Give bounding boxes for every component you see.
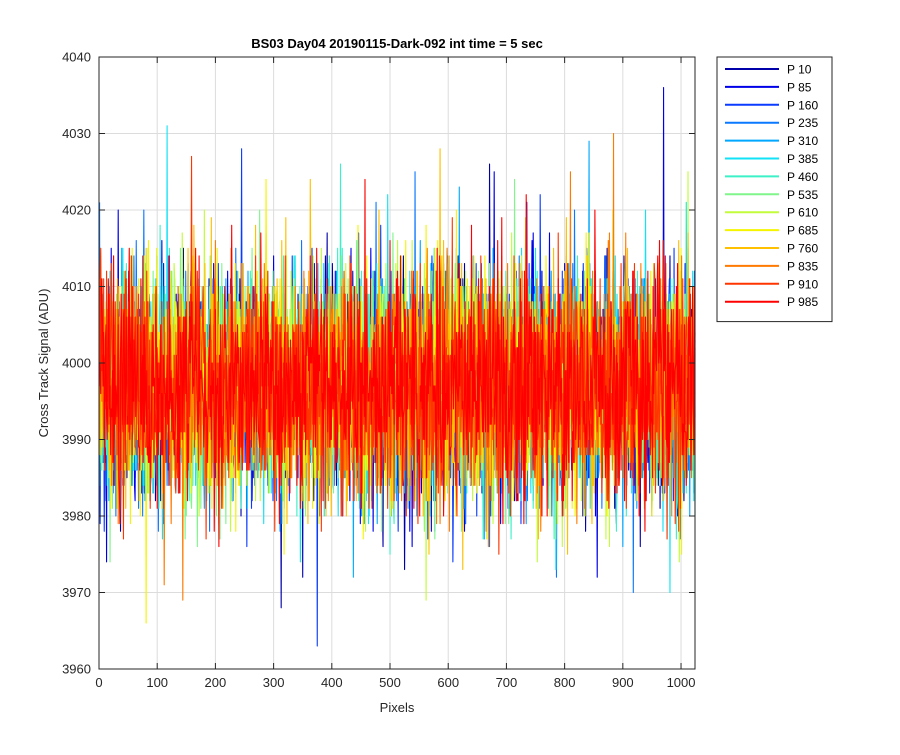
x-axis-label: Pixels [380, 700, 415, 715]
legend: P 10 P 85 P 160 P 235 P 310 P 385 P 460 P 535 P … [716, 56, 833, 323]
chart-title: BS03 Day04 20190115-Dark-092 int time = … [251, 36, 543, 51]
y-tick-label: 4010 [62, 279, 91, 294]
legend-label: P 835 [787, 259, 818, 273]
legend-label: P 910 [787, 277, 818, 291]
x-tick-label: 500 [379, 675, 401, 690]
legend-box [716, 56, 833, 323]
y-tick-label: 3970 [62, 585, 91, 600]
legend-label: P 310 [787, 134, 818, 148]
x-tick-label: 1000 [667, 675, 696, 690]
y-tick-label: 4030 [62, 126, 91, 141]
x-tick-label: 100 [146, 675, 168, 690]
legend-label: P 385 [787, 152, 818, 166]
legend-label: P 10 [787, 63, 812, 77]
y-tick-label: 3990 [62, 432, 91, 447]
y-axis-label: Cross Track Signal (ADU) [36, 289, 51, 438]
x-tick-label: 300 [263, 675, 285, 690]
legend-label: P 535 [787, 188, 818, 202]
x-tick-label: 200 [205, 675, 227, 690]
legend-label: P 85 [787, 80, 812, 94]
legend-label: P 985 [787, 295, 818, 309]
y-tick-label: 4040 [62, 50, 91, 65]
x-tick-label: 700 [496, 675, 518, 690]
legend-label: P 760 [787, 242, 818, 256]
legend-label: P 160 [787, 98, 818, 112]
x-tick-label: 400 [321, 675, 343, 690]
x-tick-label: 900 [612, 675, 634, 690]
x-tick-label: 600 [437, 675, 459, 690]
legend-label: P 610 [787, 206, 818, 220]
series-line-p-985 [99, 178, 696, 548]
legend-label: P 235 [787, 116, 818, 130]
legend-label: P 460 [787, 170, 818, 184]
x-axis-ticks: 0 100 200 300 400 500 600 700 800 900 1000 [95, 57, 695, 690]
y-tick-label: 4020 [62, 203, 91, 218]
y-tick-label: 3980 [62, 509, 91, 524]
y-tick-label: 4000 [62, 356, 91, 371]
y-tick-label: 3960 [62, 662, 91, 677]
y-axis-ticks: 3960 3970 3980 3990 4000 4010 4020 4030 4040 [62, 50, 695, 677]
series-lines [99, 87, 696, 647]
x-tick-label: 800 [554, 675, 576, 690]
x-tick-label: 0 [95, 675, 102, 690]
legend-label: P 685 [787, 224, 818, 238]
